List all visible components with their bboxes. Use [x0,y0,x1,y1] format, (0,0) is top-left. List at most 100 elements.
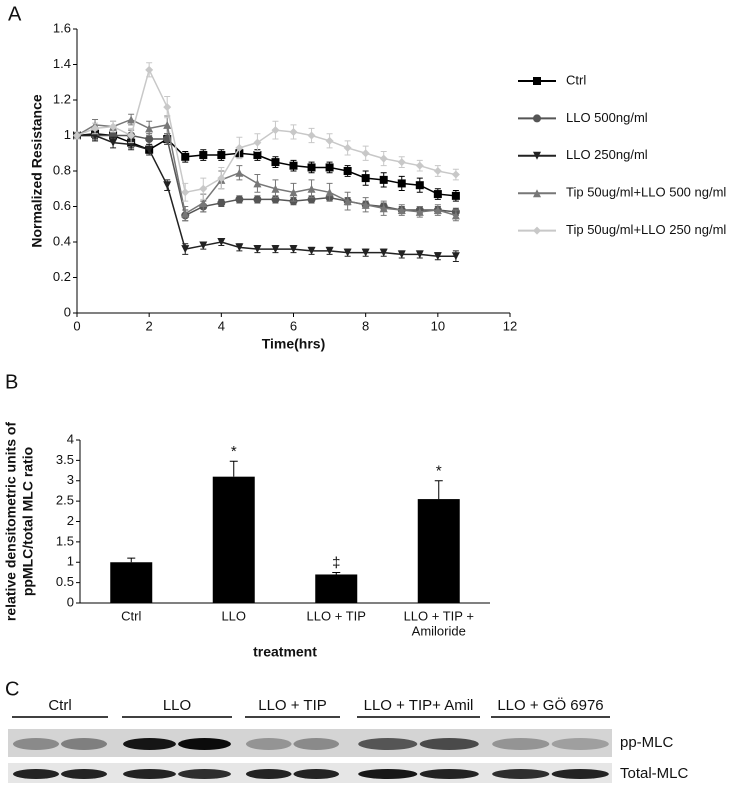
blot-band [178,738,231,750]
x-tick-label: LLO + TIP [307,608,366,623]
marker [181,188,190,197]
legend-label: LLO 250ng/ml [566,147,648,162]
marker [379,175,388,184]
marker [415,207,424,216]
bar [417,499,460,603]
legend-label: Tip 50ug/ml+LLO 250 ng/ml [566,222,726,237]
marker [91,124,100,133]
blot-band [60,769,108,779]
marker [199,151,208,160]
marker [307,163,316,172]
blot-band [12,769,60,779]
marker [343,143,352,152]
x-axis-label: Time(hrs) [262,336,326,352]
marker [451,211,460,220]
y-tick-label: 1.5 [56,533,74,548]
marker [145,65,154,74]
y-tick-label: 0 [67,594,74,609]
marker [271,126,280,135]
marker [253,245,262,254]
marker [271,245,280,254]
panel-label: B [5,371,18,393]
blot-band [492,738,550,750]
marker [325,246,334,255]
series-line [76,67,457,194]
marker [533,189,541,198]
marker [397,250,406,259]
blot-band [293,769,340,779]
marker [415,181,424,190]
blot-band [178,769,231,779]
marker [217,151,226,160]
marker [451,170,460,179]
marker [451,252,460,261]
blot-band [123,738,176,750]
row-label: pp-MLC [620,734,674,751]
x-tick-label: Amiloride [412,623,466,638]
lane-label: LLO [163,697,191,714]
x-tick-label: LLO [221,608,246,623]
y-tick-label: 0.2 [53,269,71,284]
error-bar [332,571,341,575]
marker [181,152,190,161]
y-tick-label: 1.2 [53,91,71,106]
y-tick-label: 1.6 [53,20,71,35]
x-tick-label: Ctrl [121,608,141,623]
blot-band [245,738,292,750]
marker [109,138,118,147]
marker [163,120,172,129]
y-tick-label: 1.4 [53,56,71,71]
blot-band [419,769,479,779]
marker [217,174,226,183]
y-axis-label: Normalized Resistance [29,94,45,247]
marker [379,204,388,213]
marker [181,209,190,218]
marker [253,195,262,204]
marker [235,143,244,152]
blot-band [358,769,418,779]
blot-band [123,769,176,779]
marker [163,103,172,112]
y-tick-label: 0.5 [56,574,74,589]
marker [433,252,442,261]
marker [253,151,262,160]
marker [433,167,442,175]
marker [289,188,298,197]
marker [199,241,208,250]
marker [397,158,406,167]
x-tick-label: 0 [73,318,80,333]
blot-band [12,738,60,750]
x-tick-label: 8 [362,318,369,333]
marker [533,114,541,123]
lane-label: Ctrl [48,697,71,714]
marker [343,197,352,206]
y-tick-label: 3.5 [56,452,74,467]
marker [235,243,244,252]
y-tick-label: 3 [67,472,74,487]
marker [415,161,424,170]
row-label: Total-MLC [620,765,689,782]
series-line [76,118,457,217]
y-axis-label: relative densitometric units of [3,422,19,621]
blot-band [60,738,108,750]
marker [127,115,136,124]
x-tick-label: 2 [146,318,153,333]
blot-band [492,769,550,779]
marker [307,131,316,140]
marker [73,131,81,140]
marker [235,168,244,177]
y-tick-label: 0.4 [53,233,71,248]
marker [361,149,370,158]
y-tick-label: 2 [67,513,74,528]
marker [433,190,442,199]
marker [343,167,352,175]
marker [361,200,370,209]
blot-band [551,769,609,779]
y-tick-label: 4 [67,431,74,446]
marker [379,248,388,257]
bar [212,476,255,603]
marker [163,181,172,190]
marker [325,136,334,145]
lane-label: LLO + GÖ 6976 [497,696,603,714]
